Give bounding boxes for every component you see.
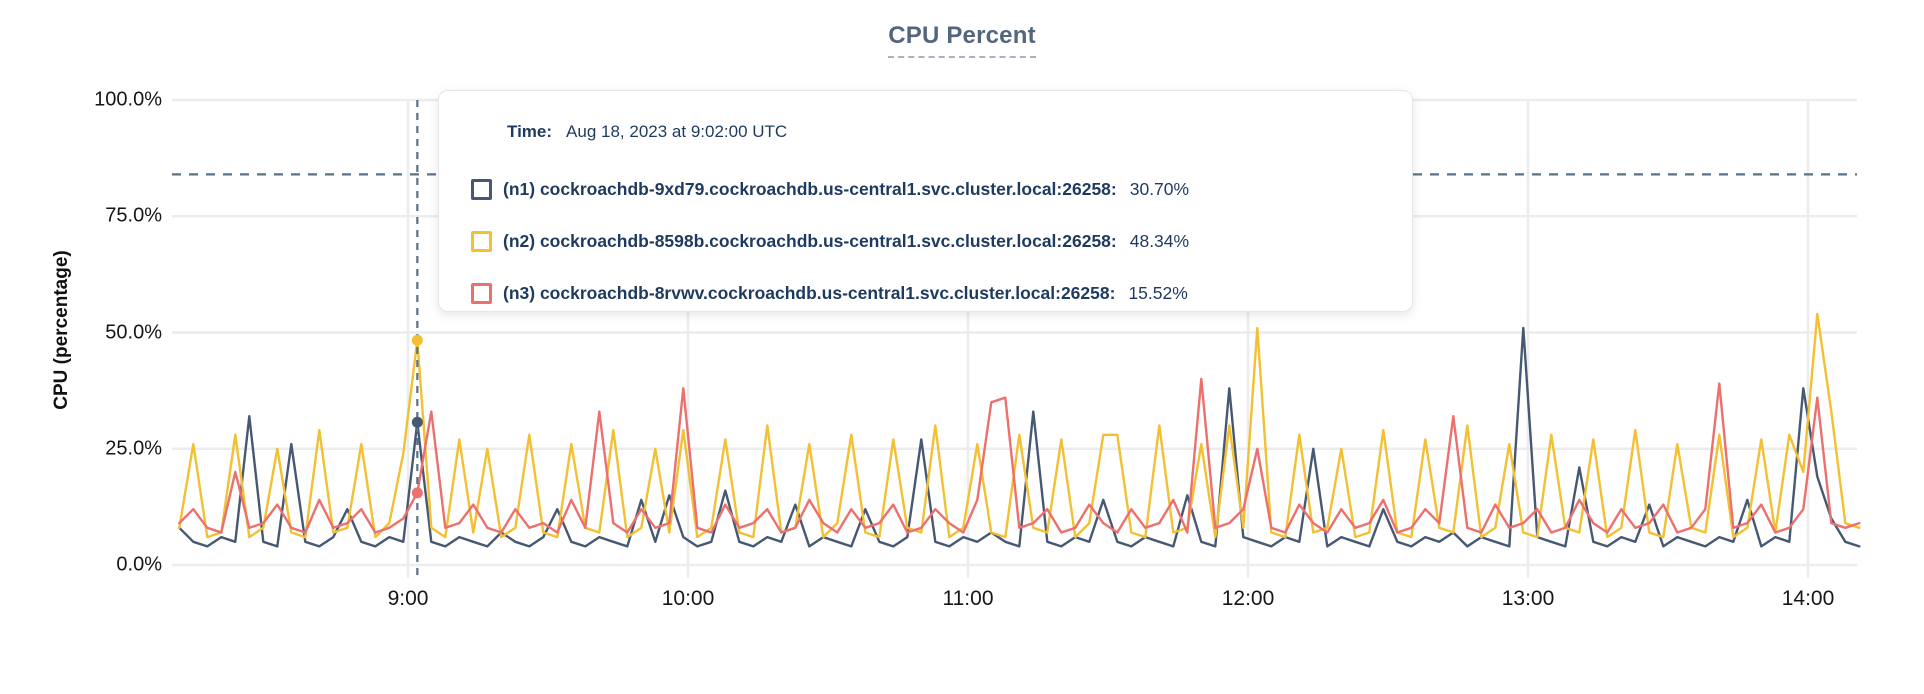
hover-dot-n2	[411, 334, 423, 346]
hover-tooltip: Time: Aug 18, 2023 at 9:02:00 UTC (n1) co…	[438, 90, 1413, 312]
tooltip-series-name: (n1) cockroachdb-9xd79.cockroachdb.us-ce…	[503, 179, 1117, 199]
tooltip-series-value: 30.70%	[1129, 179, 1190, 199]
x-tick-9:00: 9:00	[387, 587, 429, 610]
y-tick-0: 0.0%	[116, 553, 162, 576]
tooltip-time-label: Time:	[507, 122, 553, 141]
y-tick-50: 50.0%	[105, 321, 162, 343]
chart-title-wrap: CPU Percent	[0, 22, 1924, 58]
series-swatch-icon-n2	[471, 230, 492, 252]
tooltip-series-row-n1: (n1) cockroachdb-9xd79.cockroachdb.us-ce…	[471, 178, 1384, 200]
x-tick-10:00: 10:00	[661, 587, 715, 610]
tooltip-series-name: (n3) cockroachdb-8rvwv.cockroachdb.us-ce…	[503, 283, 1116, 303]
series-swatch-icon-n1	[471, 178, 492, 200]
series-line-n2	[178, 312, 1861, 539]
x-tick-13:00: 13:00	[1501, 587, 1555, 610]
tooltip-series-rows: (n1) cockroachdb-9xd79.cockroachdb.us-ce…	[471, 178, 1384, 304]
y-tick-75: 75.0%	[105, 204, 162, 227]
chart-title[interactable]: CPU Percent	[888, 22, 1036, 58]
hover-dot-n1	[411, 416, 423, 428]
tooltip-series-value: 15.52%	[1128, 283, 1188, 303]
tooltip-series-value: 48.34%	[1129, 231, 1190, 251]
tooltip-series-name: (n2) cockroachdb-8598b.cockroachdb.us-ce…	[503, 231, 1117, 251]
tooltip-time-value: Aug 18, 2023 at 9:02:00 UTC	[566, 122, 788, 141]
y-tick-100: 100.0%	[94, 88, 162, 111]
x-tick-12:00: 12:00	[1221, 587, 1275, 610]
hover-dot-n3	[411, 487, 423, 499]
x-tick-11:00: 11:00	[942, 587, 994, 610]
tooltip-series-row-n2: (n2) cockroachdb-8598b.cockroachdb.us-ce…	[471, 230, 1384, 252]
y-tick-25: 25.0%	[105, 437, 162, 460]
series-swatch-icon-n3	[471, 282, 492, 304]
series-line-n3	[178, 377, 1861, 534]
tooltip-series-row-n3: (n3) cockroachdb-8rvwv.cockroachdb.us-ce…	[471, 282, 1384, 304]
series-line-n1	[178, 326, 1861, 548]
x-tick-14:00: 14:00	[1781, 587, 1835, 610]
tooltip-time-row: Time: Aug 18, 2023 at 9:02:00 UTC	[507, 121, 1384, 142]
